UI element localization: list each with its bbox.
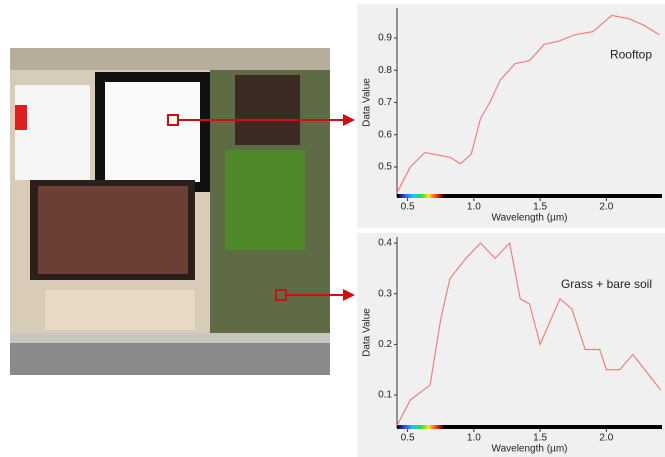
y-tick-label: 0.7 bbox=[378, 97, 392, 108]
y-tick-label: 0.2 bbox=[378, 339, 392, 350]
y-tick-label: 0.3 bbox=[378, 288, 392, 299]
x-tick-label: 1.5 bbox=[533, 433, 547, 444]
spectrum-line bbox=[396, 14, 660, 194]
wavelength-bar bbox=[397, 194, 662, 198]
x-axis-label: Wavelength (µm) bbox=[492, 213, 568, 224]
x-tick-label: 1.0 bbox=[467, 202, 481, 213]
y-tick-label: 0.9 bbox=[378, 33, 392, 44]
panel bbox=[357, 4, 665, 228]
aerial-image bbox=[10, 48, 355, 375]
y-tick-label: 0.6 bbox=[378, 129, 392, 140]
x-tick-label: 1.0 bbox=[467, 433, 481, 444]
annotation: Rooftop bbox=[610, 47, 652, 61]
y-tick-label: 0.4 bbox=[378, 238, 392, 249]
panel bbox=[357, 233, 665, 457]
y-axis-label: Data Value bbox=[362, 78, 373, 127]
y-axis-label: Data Value bbox=[362, 308, 373, 357]
x-axis-label: Wavelength (µm) bbox=[492, 444, 568, 455]
charts: 0.5 0.6 0.7 0.8 0.9 0.5 1.0 1.5 2.0 Wavelength (µ… bbox=[357, 4, 665, 457]
x-tick-label: 2.0 bbox=[599, 433, 613, 444]
x-tick-label: 2.0 bbox=[599, 202, 613, 213]
wavelength-bar bbox=[397, 425, 662, 429]
y-tick-label: 0.1 bbox=[378, 390, 392, 401]
y-tick-label: 0.5 bbox=[378, 162, 392, 173]
y-tick-label: 0.8 bbox=[378, 65, 392, 76]
x-tick-label: 1.5 bbox=[533, 202, 547, 213]
spectrum-line bbox=[396, 241, 662, 426]
x-tick-label: 0.5 bbox=[401, 202, 415, 213]
annotation: Grass + bare soil bbox=[561, 277, 652, 291]
x-tick-label: 0.5 bbox=[401, 433, 415, 444]
